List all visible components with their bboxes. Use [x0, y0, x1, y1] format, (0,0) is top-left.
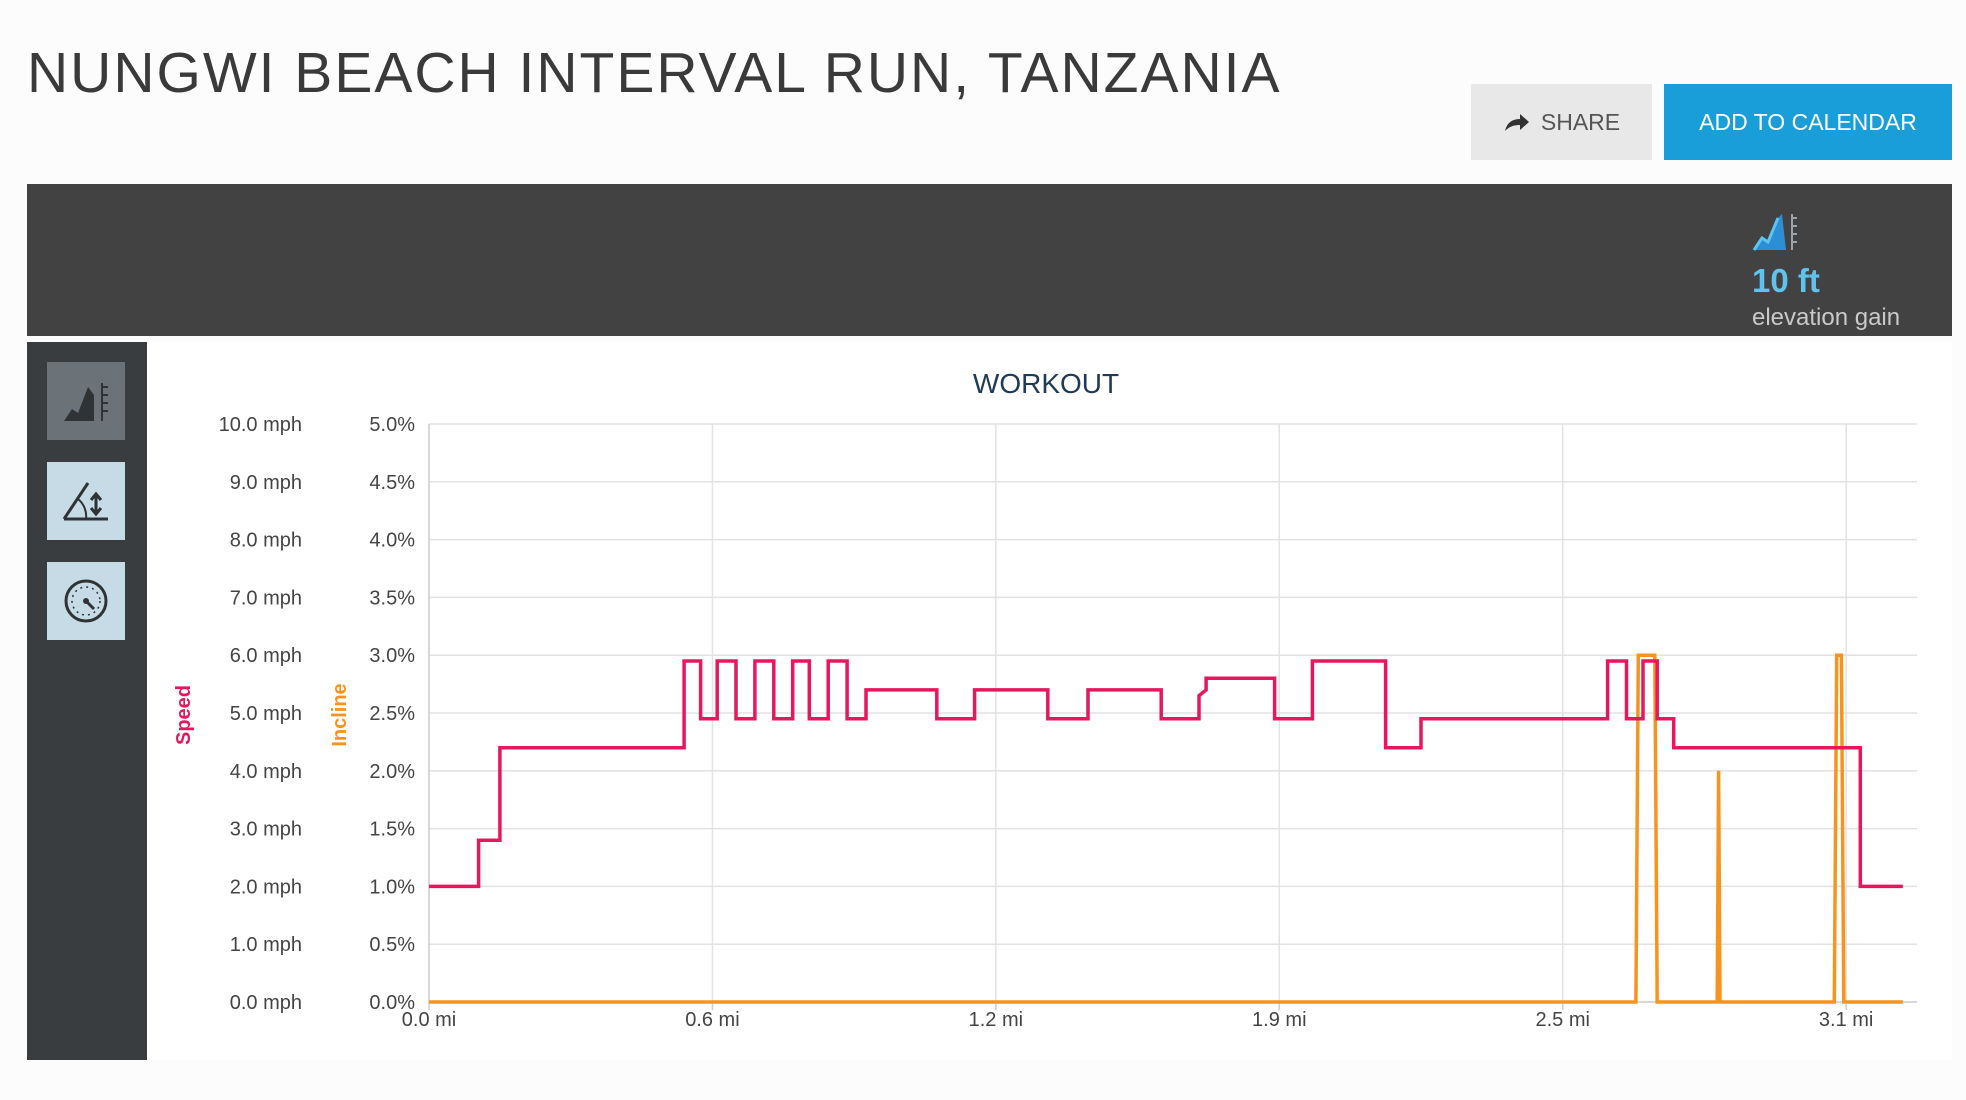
add-to-calendar-button[interactable]: ADD TO CALENDAR [1664, 84, 1952, 160]
incline-tick-label: 2.0% [369, 761, 415, 783]
x-tick-label: 2.5 mi [1535, 1009, 1589, 1031]
speed-tick-label: 5.0 mph [230, 703, 302, 725]
incline-icon [62, 482, 108, 521]
incline-tick-label: 1.0% [369, 876, 415, 898]
speed-tick-label: 8.0 mph [230, 530, 302, 552]
share-arrow-icon [1504, 114, 1529, 131]
share-button[interactable]: SHARE [1471, 84, 1652, 160]
speed-tick-label: 3.0 mph [230, 819, 302, 841]
elevation-chart-icon [1752, 214, 1797, 251]
page-title: NUNGWI BEACH INTERVAL RUN, TANZANIA [27, 41, 1282, 105]
incline-axis-label: Incline [329, 683, 351, 746]
incline-view-button[interactable] [47, 462, 125, 540]
x-tick-label: 0.6 mi [685, 1009, 739, 1031]
incline-tick-label: 3.0% [369, 645, 415, 667]
incline-tick-label: 4.0% [369, 530, 415, 552]
speed-tick-label: 1.0 mph [230, 934, 302, 956]
x-tick-label: 1.9 mi [1252, 1009, 1306, 1031]
incline-tick-label: 3.5% [369, 587, 415, 609]
elevation-view-button[interactable] [47, 362, 125, 440]
add-to-calendar-label: ADD TO CALENDAR [1699, 108, 1917, 135]
elevation-gain-value: 10 ft [1752, 262, 1820, 299]
speed-tick-label: 2.0 mph [230, 876, 302, 898]
speed-tick-label: 10.0 mph [219, 414, 302, 436]
incline-tick-label: 4.5% [369, 472, 415, 494]
x-tick-label: 1.2 mi [969, 1009, 1023, 1031]
speed-tick-label: 0.0 mph [230, 992, 302, 1014]
speed-tick-label: 9.0 mph [230, 472, 302, 494]
speed-series-line [429, 659, 1903, 889]
chart-view-sidebar [27, 342, 147, 1060]
summary-bar [27, 184, 1952, 336]
incline-tick-label: 1.5% [369, 819, 415, 841]
speed-axis-label: Speed [173, 685, 195, 745]
speedometer-icon [64, 579, 108, 623]
speed-tick-label: 6.0 mph [230, 645, 302, 667]
chart-title: WORKOUT [973, 368, 1119, 399]
elevation-profile-icon [64, 383, 108, 421]
speed-tick-label: 7.0 mph [230, 587, 302, 609]
x-tick-label: 3.1 mi [1819, 1009, 1873, 1031]
speed-view-button[interactable] [47, 562, 125, 640]
incline-tick-label: 0.0% [369, 992, 415, 1014]
incline-tick-label: 0.5% [369, 934, 415, 956]
workout-chart-panel: WORKOUT 10.0 mph 5.0% 9.0 mph 4.5% 8.0 mph 4.… [147, 342, 1952, 1060]
share-label: SHARE [1540, 108, 1621, 135]
incline-tick-label: 5.0% [369, 414, 415, 436]
elevation-gain-label: elevation gain [1752, 304, 1901, 331]
incline-series-line [429, 653, 1903, 1004]
incline-tick-label: 2.5% [369, 703, 415, 725]
speed-tick-label: 4.0 mph [230, 761, 302, 783]
workout-chart: WORKOUT 10.0 mph 5.0% 9.0 mph 4.5% 8.0 mph 4.… [173, 368, 1917, 1031]
x-tick-label: 0.0 mi [402, 1009, 456, 1031]
